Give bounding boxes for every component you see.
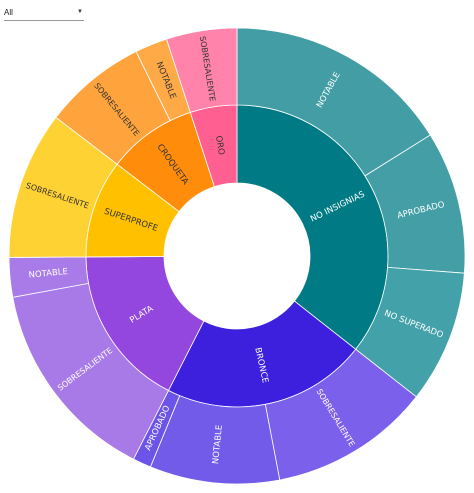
label-plata-notable: NOTABLE — [28, 267, 68, 281]
filter-selected-value: All — [4, 7, 13, 17]
slice-oro-sobresaliente[interactable] — [166, 27, 238, 113]
caret-down-icon: ▼ — [77, 9, 83, 15]
filter-dropdown[interactable]: All ▼ — [4, 4, 84, 21]
label-bronce-notable: NOTABLE — [211, 424, 225, 464]
label-oro: ORO — [213, 135, 226, 156]
